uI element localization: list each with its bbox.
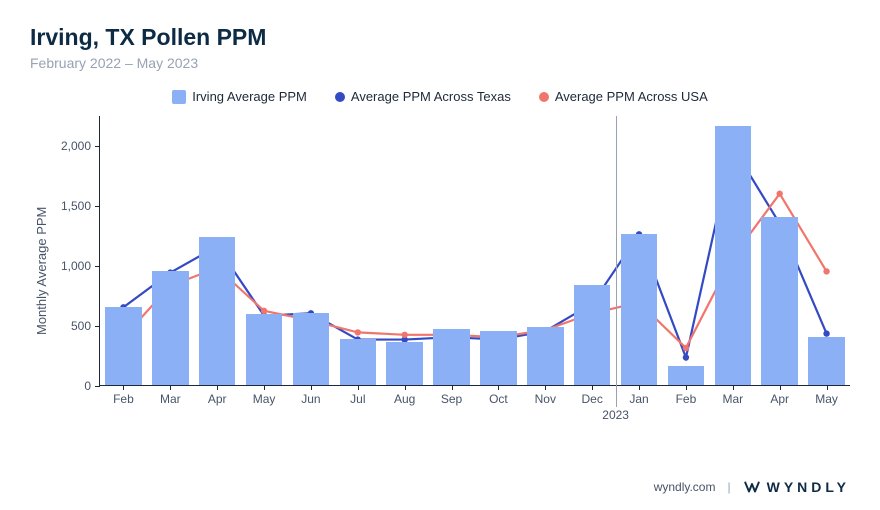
legend-item: Average PPM Across Texas bbox=[335, 89, 511, 104]
x-tick-label: Feb bbox=[676, 392, 697, 406]
x-axis: Feb Mar Apr May Jun Jul Aug Sep Oct Nov Dec Jan Feb M… bbox=[100, 386, 850, 426]
y-tick-label: 0 bbox=[84, 379, 91, 393]
y-axis: 05001,0001,5002,000 bbox=[53, 116, 99, 386]
legend-item: Irving Average PPM bbox=[172, 89, 307, 104]
y-axis-label: Monthly Average PPM bbox=[30, 116, 53, 426]
x-tick-label: Oct bbox=[489, 392, 508, 406]
x-tick-label: Apr bbox=[208, 392, 227, 406]
bar bbox=[199, 237, 236, 385]
y-tick-label: 1,500 bbox=[61, 199, 91, 213]
marker-usa bbox=[683, 345, 689, 351]
footer-separator: | bbox=[727, 480, 730, 494]
x-tick-label: Jul bbox=[350, 392, 365, 406]
bar bbox=[293, 313, 330, 385]
bar bbox=[152, 271, 189, 385]
bar bbox=[246, 314, 283, 385]
x-tick-label: Apr bbox=[770, 392, 789, 406]
bar bbox=[105, 307, 142, 385]
marker-usa bbox=[355, 329, 361, 335]
legend-item: Average PPM Across USA bbox=[539, 89, 708, 104]
chart-subtitle: February 2022 – May 2023 bbox=[30, 55, 850, 71]
x-tick-label: May bbox=[815, 392, 838, 406]
x-tick-label: Aug bbox=[394, 392, 415, 406]
brand: WYNDLY bbox=[743, 478, 850, 496]
marker-usa bbox=[261, 308, 267, 314]
brand-text: WYNDLY bbox=[767, 479, 850, 495]
bar bbox=[668, 366, 705, 385]
x-tick-label: Feb bbox=[113, 392, 134, 406]
bar bbox=[715, 126, 752, 385]
brand-icon bbox=[743, 478, 761, 496]
bar bbox=[761, 217, 798, 385]
x-tick-label: Sep bbox=[441, 392, 462, 406]
bar bbox=[340, 339, 377, 385]
marker-usa bbox=[401, 332, 407, 338]
y-tick-label: 1,000 bbox=[61, 259, 91, 273]
marker-texas bbox=[683, 354, 689, 360]
bar bbox=[433, 329, 470, 385]
y-tick-label: 2,000 bbox=[61, 139, 91, 153]
year-divider bbox=[616, 116, 617, 407]
bar bbox=[574, 285, 611, 385]
bar bbox=[808, 337, 845, 385]
legend-swatch bbox=[172, 90, 186, 104]
legend-label: Irving Average PPM bbox=[192, 89, 307, 104]
x-tick-label: Mar bbox=[722, 392, 743, 406]
legend-label: Average PPM Across Texas bbox=[351, 89, 511, 104]
chart-title: Irving, TX Pollen PPM bbox=[30, 24, 850, 51]
legend-swatch bbox=[539, 92, 549, 102]
x-tick-label: Jan bbox=[629, 392, 648, 406]
marker-usa bbox=[823, 268, 829, 274]
x-tick-label: Dec bbox=[582, 392, 603, 406]
x-tick-label: Mar bbox=[160, 392, 181, 406]
bar bbox=[480, 331, 517, 385]
bar bbox=[621, 234, 658, 385]
marker-usa bbox=[776, 191, 782, 197]
legend-swatch bbox=[335, 92, 345, 102]
y-tick-label: 500 bbox=[71, 319, 91, 333]
footer: wyndly.com | WYNDLY bbox=[654, 478, 850, 496]
footer-url: wyndly.com bbox=[654, 480, 716, 494]
marker-texas bbox=[823, 330, 829, 336]
x-tick-label: May bbox=[253, 392, 276, 406]
plot-area: FebMarAprMayJunJulAugSepOctNovDecJanFebM… bbox=[99, 116, 850, 386]
bar bbox=[527, 327, 564, 385]
legend: Irving Average PPM Average PPM Across Tex… bbox=[30, 89, 850, 104]
bar bbox=[386, 342, 423, 385]
year-label: 2023 bbox=[602, 408, 629, 422]
legend-label: Average PPM Across USA bbox=[555, 89, 708, 104]
x-tick-label: Nov bbox=[535, 392, 556, 406]
x-tick-label: Jun bbox=[301, 392, 320, 406]
